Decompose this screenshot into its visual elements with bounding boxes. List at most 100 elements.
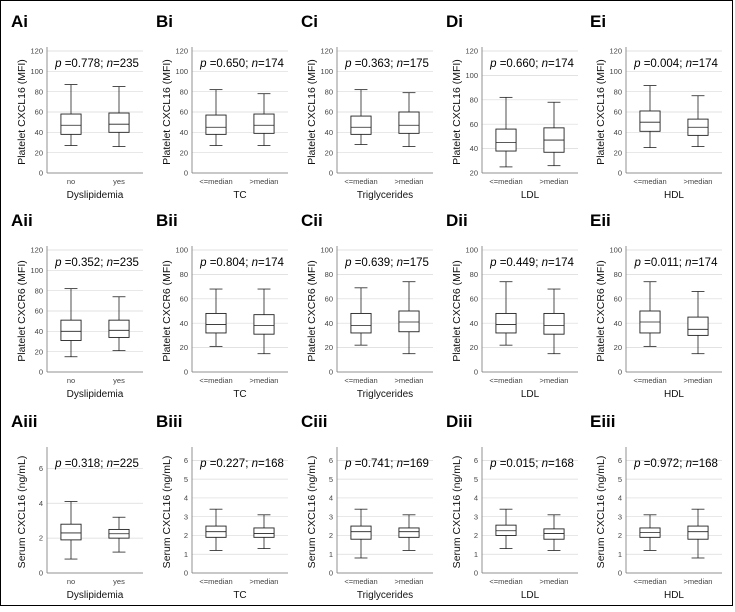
y-tick-label: 80	[614, 270, 622, 279]
panel-label-bi: Bi	[156, 12, 173, 31]
y-tick-label: 5	[329, 475, 333, 484]
y-tick-label: 80	[35, 87, 43, 96]
box-le-median	[350, 89, 372, 145]
p-value-annotation: p =0.318; n=225	[54, 458, 139, 470]
y-axis-label: Platelet CXCL16 (MFI)	[161, 59, 173, 165]
y-axis-label: Serum CXCL16 (ng/mL)	[306, 456, 318, 569]
panel-aiii: Aiii 0 2 4 6 Serum CXCL16 (ng/mL) p =0.318; n=…	[11, 412, 143, 601]
x-tick-label: >median	[250, 376, 279, 385]
p-symbol: p	[54, 58, 62, 70]
y-tick-label: 100	[320, 246, 333, 255]
p-value: =0.639;	[352, 257, 397, 269]
y-axis-label: Serum CXCL16 (ng/mL)	[595, 456, 607, 569]
y-tick-label: 40	[180, 128, 188, 137]
p-symbol: p	[344, 458, 352, 470]
y-tick-label: 20	[470, 169, 478, 178]
p-value-annotation: p =0.363; n=175	[344, 58, 429, 70]
x-tick-label: yes	[113, 376, 125, 385]
p-value-annotation: p =0.650; n=174	[199, 58, 284, 70]
box-gt-median	[543, 514, 565, 551]
y-tick-label: 5	[618, 475, 622, 484]
y-tick-label: 100	[175, 246, 188, 255]
y-tick-label: 40	[470, 319, 478, 328]
panel-label-di: Di	[446, 12, 463, 31]
iqr-box	[543, 528, 565, 540]
x-tick-label: yes	[113, 177, 125, 186]
y-tick-label: 20	[35, 148, 43, 157]
x-axis-label: TC	[233, 389, 246, 400]
y-tick-label: 40	[180, 319, 188, 328]
panel-label-ci: Ci	[301, 12, 318, 31]
iqr-box	[60, 319, 82, 341]
x-tick-label: >median	[684, 177, 713, 186]
box-gt-median	[687, 508, 709, 559]
box-le-median	[495, 281, 517, 346]
x-axis-label: Triglycerides	[357, 590, 413, 601]
x-tick-label: >median	[684, 577, 713, 586]
n-symbol: n	[686, 458, 692, 470]
y-tick-label: 0	[39, 368, 43, 377]
box-yes	[108, 516, 130, 553]
iqr-box	[687, 525, 709, 540]
p-value: =0.015;	[497, 458, 542, 470]
y-tick-label: 40	[614, 128, 622, 137]
p-value-annotation: p =0.741; n=169	[344, 458, 429, 470]
iqr-box	[350, 525, 372, 540]
y-tick-label: 0	[184, 368, 188, 377]
y-axis-label: Platelet CXCL16 (MFI)	[451, 59, 463, 165]
n-value: =168	[548, 458, 574, 470]
box-no	[60, 501, 82, 560]
x-tick-label: <=median	[633, 577, 666, 586]
y-tick-label: 120	[175, 47, 188, 56]
y-tick-label: 1	[618, 550, 622, 559]
y-tick-label: 40	[325, 128, 333, 137]
y-tick-label: 120	[30, 246, 43, 255]
x-tick-label: <=median	[633, 177, 666, 186]
p-symbol: p	[489, 458, 497, 470]
iqr-box	[253, 113, 275, 134]
panel-label-aii: Aii	[11, 211, 33, 230]
y-tick-label: 80	[180, 87, 188, 96]
y-tick-label: 60	[614, 108, 622, 117]
box-no	[60, 84, 82, 146]
n-symbol: n	[542, 257, 548, 269]
p-value-annotation: p =0.227; n=168	[199, 458, 284, 470]
y-tick-label: 120	[320, 47, 333, 56]
y-axis-label: Serum CXCL16 (ng/mL)	[161, 456, 173, 569]
box-le-median	[205, 89, 227, 146]
p-value: =0.004;	[641, 58, 686, 70]
box-le-median	[350, 508, 372, 559]
y-tick-label: 40	[470, 144, 478, 153]
panel-diii: Diii 0 1 2 3 4 5 6 Serum CXCL16 (ng/mL) p =0.015;…	[446, 412, 578, 601]
p-value: =0.449;	[497, 257, 542, 269]
y-tick-label: 2	[39, 534, 43, 543]
y-tick-label: 4	[329, 494, 333, 503]
box-no	[60, 288, 82, 358]
box-gt-median	[253, 514, 275, 550]
n-symbol: n	[686, 58, 692, 70]
y-tick-label: 0	[184, 169, 188, 178]
panel-eiii: Eiii 0 1 2 3 4 5 6 Serum CXCL16 (ng/mL) p =0.972;…	[590, 412, 722, 601]
iqr-box	[108, 319, 130, 338]
y-tick-label: 40	[325, 319, 333, 328]
y-tick-label: 40	[614, 319, 622, 328]
p-value-annotation: p =0.004; n=174	[633, 58, 718, 70]
p-symbol: p	[633, 458, 641, 470]
box-le-median	[205, 508, 227, 551]
p-symbol: p	[54, 458, 62, 470]
y-tick-label: 100	[465, 246, 478, 255]
y-tick-label: 6	[329, 456, 333, 465]
y-tick-label: 80	[614, 87, 622, 96]
y-tick-label: 120	[30, 47, 43, 56]
p-value-annotation: p =0.639; n=175	[344, 257, 429, 269]
y-tick-label: 2	[474, 531, 478, 540]
x-tick-label: <=median	[344, 577, 377, 586]
n-value: =174	[258, 257, 285, 269]
p-value: =0.660;	[497, 58, 542, 70]
n-value: =235	[113, 58, 139, 70]
y-tick-label: 6	[474, 456, 478, 465]
